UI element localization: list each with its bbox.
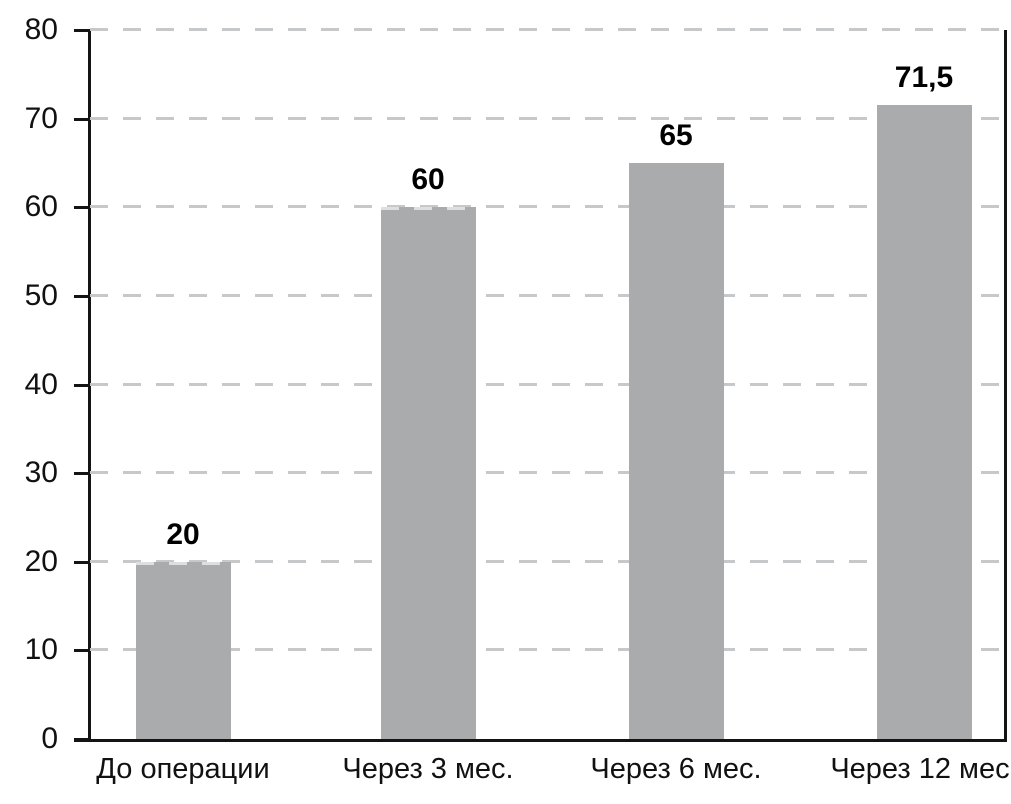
right-frame-line	[1004, 30, 1007, 742]
y-axis-tick	[74, 560, 90, 564]
bar-value-label: 60	[411, 163, 445, 197]
x-axis-category-label: До операции	[96, 753, 270, 785]
x-axis-category-label: Через 12 мес.	[830, 753, 1011, 785]
y-axis-tick-label: 80	[24, 13, 58, 46]
bar	[135, 561, 231, 739]
gridline	[90, 648, 1004, 652]
y-axis-tick-label: 40	[24, 367, 58, 401]
gridline	[90, 382, 1004, 386]
x-axis-category-label: Через 6 мес.	[590, 753, 762, 785]
y-axis-tick	[74, 383, 90, 387]
bar-value-label: 65	[659, 118, 693, 152]
y-axis-tick-label: 60	[24, 190, 58, 224]
y-axis-tick-label: 50	[24, 278, 58, 312]
bar-value-label: 20	[166, 517, 200, 551]
bar	[876, 105, 972, 739]
y-axis-tick	[74, 206, 90, 210]
y-axis-tick-label: 0	[41, 722, 58, 755]
y-axis-tick	[74, 294, 90, 298]
gridline	[90, 116, 1004, 120]
gridline	[90, 205, 1004, 209]
gridline-over-bar-top	[135, 561, 231, 565]
y-axis-tick-label: 30	[24, 456, 58, 490]
y-axis-tick-label: 10	[24, 633, 58, 667]
x-axis-line	[74, 739, 1007, 742]
gridline	[90, 293, 1004, 297]
bar	[380, 207, 476, 739]
gridline	[90, 471, 1004, 475]
gridline	[90, 28, 1004, 31]
y-axis-tick	[74, 738, 90, 741]
x-axis-category-label: Через 3 мес.	[342, 753, 514, 785]
y-axis-tick	[74, 649, 90, 653]
y-axis-tick	[74, 29, 90, 32]
y-axis-tick	[74, 472, 90, 476]
gridline	[90, 559, 1004, 563]
y-axis-tick-label: 20	[24, 544, 58, 578]
bar-value-label: 71,5	[894, 61, 954, 95]
y-axis-tick-label: 70	[24, 101, 58, 135]
gridline-over-bar-top	[380, 207, 476, 211]
bar	[628, 162, 724, 739]
y-axis-tick	[74, 117, 90, 121]
